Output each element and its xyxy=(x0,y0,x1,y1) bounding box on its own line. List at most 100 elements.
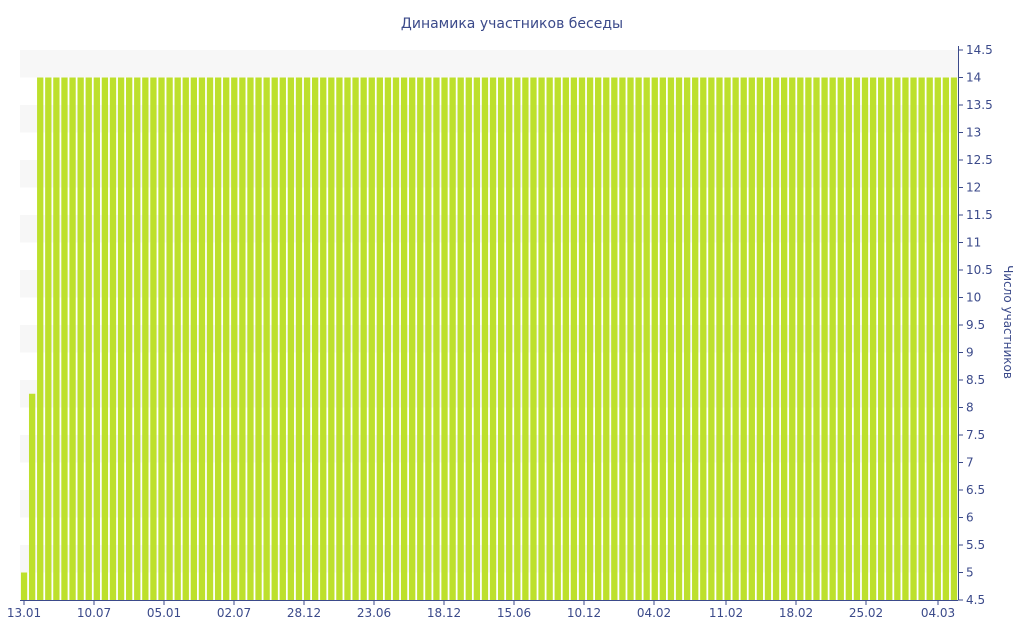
x-tick-label: 11.02 xyxy=(709,606,743,620)
bar xyxy=(214,77,222,600)
bar xyxy=(142,77,149,600)
bar xyxy=(53,77,60,600)
y-tick-label: 11 xyxy=(966,236,981,250)
bar xyxy=(659,77,667,600)
bar xyxy=(263,77,270,600)
x-ticks: 13.01 10.07 05.01 02.07 28.12 23.06 18.12 15.06… xyxy=(7,600,955,620)
bar xyxy=(77,77,84,600)
bar xyxy=(231,77,238,600)
bar xyxy=(546,77,553,600)
bar xyxy=(360,77,367,600)
bar xyxy=(20,572,28,600)
bar xyxy=(643,77,650,600)
bar xyxy=(950,77,958,600)
bar xyxy=(724,77,731,600)
bar xyxy=(239,77,246,600)
bar xyxy=(150,77,157,600)
bar xyxy=(85,77,92,600)
y-tick-label: 4.5 xyxy=(966,593,985,607)
bar xyxy=(336,77,343,600)
x-tick-label: 04.02 xyxy=(637,606,671,620)
x-tick-label: 18.12 xyxy=(427,606,461,620)
bar xyxy=(117,77,125,600)
bar xyxy=(481,77,489,600)
bar xyxy=(813,77,820,600)
bar xyxy=(328,77,335,600)
x-tick-label: 25.02 xyxy=(849,606,883,620)
bar xyxy=(368,77,375,600)
bar xyxy=(740,77,747,600)
bar xyxy=(910,77,917,600)
bar xyxy=(311,77,319,600)
bar xyxy=(352,77,359,600)
grid-band xyxy=(20,50,958,78)
bar xyxy=(457,77,464,600)
bar xyxy=(279,77,286,600)
bar xyxy=(789,77,796,600)
bar xyxy=(223,77,230,600)
bar xyxy=(708,77,715,600)
bar xyxy=(886,77,893,600)
bar xyxy=(635,77,642,600)
y-tick-label: 10.5 xyxy=(966,263,993,277)
bar xyxy=(190,77,198,600)
x-tick-label: 10.07 xyxy=(77,606,111,620)
y-tick-label: 6 xyxy=(966,511,974,525)
y-tick-label: 12.5 xyxy=(966,153,993,167)
bar xyxy=(716,77,723,600)
bar xyxy=(570,77,578,600)
bar xyxy=(409,77,416,600)
y-tick-label: 8 xyxy=(966,401,974,415)
y-tick-label: 14 xyxy=(966,71,981,85)
bar xyxy=(942,77,950,600)
bar xyxy=(902,77,909,600)
bar xyxy=(797,77,804,600)
bar xyxy=(869,77,877,600)
bar xyxy=(174,77,181,600)
x-tick-label: 15.06 xyxy=(497,606,531,620)
y-tick-label: 14.5 xyxy=(966,43,993,57)
y-tick-label: 7 xyxy=(966,456,974,470)
y-tick-label: 12 xyxy=(966,181,981,195)
bar xyxy=(586,77,594,600)
bar xyxy=(837,77,844,600)
bar xyxy=(400,77,408,600)
y-tick-label: 11.5 xyxy=(966,208,993,222)
bar xyxy=(821,77,828,600)
bar xyxy=(109,77,117,600)
bar xyxy=(756,77,764,600)
x-tick-label: 04.03 xyxy=(921,606,955,620)
bar xyxy=(473,77,481,600)
bar xyxy=(861,77,869,600)
y-tick-label: 10 xyxy=(966,291,981,305)
bar xyxy=(497,77,505,600)
bar xyxy=(101,77,109,600)
x-tick-label: 13.01 xyxy=(7,606,41,620)
bar xyxy=(287,77,295,600)
y-tick-label: 7.5 xyxy=(966,428,985,442)
bar xyxy=(732,77,739,600)
y-ticks: 4.5 5 5.5 6 6.5 7 7.5 8 8.5 9 9.5 10 10.5 11 11.5 12 12.… xyxy=(958,43,993,607)
bar xyxy=(465,77,472,600)
bar xyxy=(805,77,812,600)
y-tick-label: 6.5 xyxy=(966,483,985,497)
bar xyxy=(303,77,311,600)
bar xyxy=(692,77,699,600)
bar xyxy=(894,77,901,600)
bar xyxy=(667,77,675,600)
bar xyxy=(619,77,626,600)
bar xyxy=(392,77,400,600)
bar xyxy=(514,77,521,600)
bar xyxy=(441,77,448,600)
bar xyxy=(878,77,885,600)
bar xyxy=(206,77,214,600)
bar xyxy=(780,77,788,600)
bar xyxy=(522,77,529,600)
bar xyxy=(158,77,165,600)
bar xyxy=(595,77,602,600)
bar xyxy=(489,77,497,600)
bar xyxy=(45,77,52,600)
bar xyxy=(530,77,537,600)
bar xyxy=(449,77,456,600)
